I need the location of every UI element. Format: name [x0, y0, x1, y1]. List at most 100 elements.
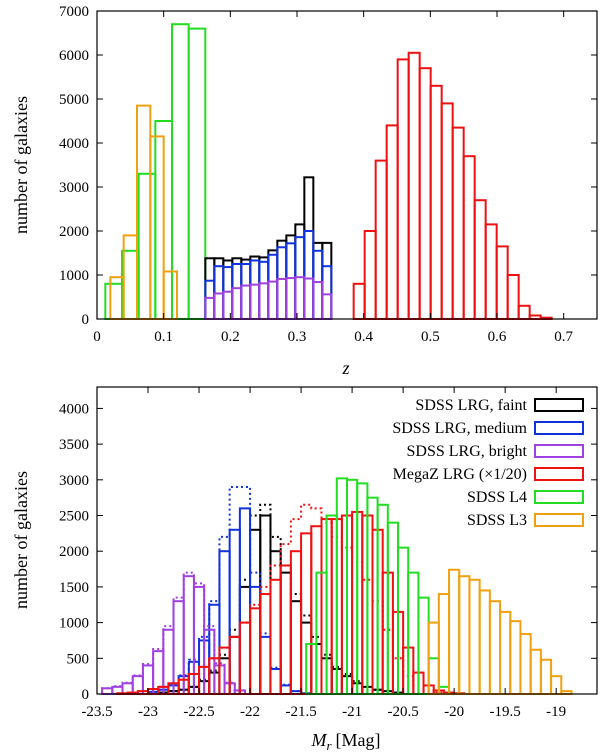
- top-plot-frame: [96, 10, 598, 320]
- mr-bar-megaz-lrg-1-20-17: [289, 550, 303, 695]
- mr-bar-sdss-lrg-medium-11: [259, 635, 272, 696]
- z-bar-megaz-lrg-1-20-13: [495, 245, 509, 320]
- z-bar-sdss-lrg-bright-7: [267, 280, 279, 321]
- z-bar-sdss-lrg-medium-7: [267, 253, 279, 320]
- mr-ytick-label-0: 0: [82, 687, 90, 703]
- z-bar-megaz-lrg-1-20-12: [484, 223, 498, 320]
- z-bar-sdss-lrg-faint-10: [294, 223, 306, 320]
- legend-swatch-megaz-lrg-1-20: [534, 467, 584, 481]
- mr-xtick-label-0: -23.5: [81, 704, 112, 720]
- z-bar-megaz-lrg-1-20-1: [363, 230, 377, 320]
- z-xtick-label-0: 0: [93, 329, 101, 345]
- z-bar-megaz-lrg-1-20-10: [462, 155, 476, 320]
- z-ytick-label-0: 0: [82, 312, 90, 328]
- mr-bar-sdss-l3-9: [519, 633, 532, 695]
- mr-bar-sdss-l3-10: [529, 648, 542, 695]
- z-xtick-label-2: 0.2: [221, 329, 240, 345]
- z-bar-sdss-lrg-faint-1: [213, 257, 225, 320]
- z-bar-sdss-lrg-bright-2: [222, 290, 234, 321]
- magnitude-bars: [101, 477, 573, 696]
- z-bar-sdss-lrg-faint-11: [303, 176, 315, 320]
- mr-xtick-label-8: -19.5: [490, 704, 521, 720]
- mr-dotted-megaz-lrg-1-20: [116, 503, 465, 695]
- z-bar-megaz-lrg-1-20-7: [429, 84, 443, 320]
- mr-bar-sdss-lrg-faint-9: [249, 528, 262, 696]
- z-bar-megaz-lrg-1-20-8: [440, 102, 454, 321]
- mr-bar-sdss-l3-7: [499, 610, 512, 695]
- legend-swatch-sdss-l3: [534, 513, 584, 527]
- legend-swatch-sdss-l4: [534, 490, 584, 504]
- mr-bar-sdss-l3-8: [509, 620, 522, 696]
- z-bar-sdss-lrg-bright-6: [258, 282, 270, 320]
- z-xtick-label-6: 0.6: [488, 329, 507, 345]
- mr-bar-sdss-lrg-medium-12: [269, 668, 282, 696]
- top-axis-ticks: 0 0.1 0.2 0.3 0.4 0.5 0.6 0.7 0 1000 2000 3000 4000 5…: [59, 4, 597, 345]
- legend: SDSS LRG, faint SDSS LRG, medium SDSS LRG,…: [392, 397, 584, 529]
- z-bar-sdss-lrg-medium-9: [285, 242, 297, 321]
- mr-bar-sdss-lrg-medium-13: [279, 684, 292, 695]
- z-bar-sdss-lrg-faint-5: [249, 255, 261, 320]
- bottom-y-axis-label: number of galaxies: [11, 471, 31, 609]
- mr-ytick-label-7: 3500: [59, 437, 89, 453]
- z-xtick-label-4: 0.4: [354, 329, 373, 345]
- z-ytick-label-5: 5000: [59, 92, 89, 108]
- legend-label-sdss-lrg-medium: SDSS LRG, medium: [392, 420, 527, 437]
- mr-xtick-label-9: -19: [546, 704, 566, 720]
- legend-swatch-sdss-lrg-faint: [534, 398, 584, 412]
- z-bar-sdss-lrg-medium-4: [240, 263, 252, 320]
- z-bar-sdss-l3-4: [162, 270, 179, 321]
- z-bar-sdss-l4-4: [171, 23, 190, 320]
- mr-bar-sdss-l3-3: [458, 575, 471, 696]
- mr-xtick-label-3: -22: [240, 704, 260, 720]
- z-ytick-label-6: 6000: [59, 48, 89, 64]
- z-bar-sdss-lrg-faint-4: [240, 258, 252, 321]
- z-xtick-label-1: 0.1: [154, 329, 173, 345]
- legend-label-megaz-lrg-1-20: MegaZ LRG (×1/20): [393, 466, 527, 483]
- z-bar-sdss-l3-3: [149, 135, 165, 320]
- z-bar-sdss-lrg-bright-0: [204, 296, 216, 321]
- mr-xtick-label-6: -20.5: [387, 704, 418, 720]
- redshift-histogram-panel: 0 0.1 0.2 0.3 0.4 0.5 0.6 0.7 0 1000 2000 3000 4000 5…: [11, 4, 598, 378]
- z-bar-megaz-lrg-1-20-4: [396, 58, 410, 321]
- z-bar-megaz-lrg-1-20-6: [418, 67, 432, 320]
- z-bar-sdss-lrg-medium-6: [258, 260, 270, 320]
- mr-bar-sdss-lrg-faint-12: [279, 571, 292, 696]
- mr-ytick-label-2: 1000: [59, 616, 89, 632]
- z-bar-sdss-lrg-medium-5: [249, 259, 261, 321]
- z-ytick-label-7: 7000: [59, 4, 89, 20]
- mr-bar-megaz-lrg-1-20-16: [279, 564, 292, 695]
- z-bar-sdss-lrg-medium-8: [276, 246, 288, 320]
- mr-xtick-label-1: -23: [138, 704, 158, 720]
- z-bar-megaz-lrg-1-20-9: [451, 126, 465, 320]
- legend-swatch-sdss-lrg-medium: [534, 421, 584, 435]
- top-y-axis-label: number of galaxies: [11, 96, 31, 234]
- redshift-bars: [104, 23, 553, 321]
- z-bar-sdss-l3-1: [122, 234, 138, 320]
- z-bar-megaz-lrg-1-20-15: [517, 304, 531, 320]
- z-bar-megaz-lrg-1-20-5: [407, 51, 421, 321]
- z-ytick-label-2: 2000: [59, 224, 89, 240]
- mr-ytick-label-5: 2500: [59, 509, 89, 525]
- z-bar-megaz-lrg-1-20-0: [352, 282, 366, 320]
- x-label-unit: [Mag]: [336, 730, 381, 750]
- z-xtick-label-3: 0.3: [288, 329, 307, 345]
- mr-bar-sdss-l3-11: [539, 658, 553, 695]
- z-bar-sdss-lrg-bright-5: [249, 283, 261, 320]
- mr-bar-megaz-lrg-1-20-12: [238, 621, 252, 696]
- z-bar-sdss-lrg-bright-11: [303, 277, 315, 320]
- bottom-x-axis-label: Mr [Mag]: [310, 730, 380, 753]
- mr-bar-sdss-lrg-faint-8: [238, 585, 252, 696]
- z-ytick-label-3: 3000: [59, 180, 89, 196]
- mr-xtick-label-5: -21: [342, 704, 362, 720]
- z-bar-sdss-lrg-faint-7: [267, 249, 279, 320]
- mr-bar-sdss-l3-6: [488, 600, 502, 695]
- mr-ytick-label-1: 500: [67, 651, 90, 667]
- z-bar-sdss-lrg-medium-3: [231, 263, 243, 320]
- z-bar-sdss-lrg-faint-6: [258, 256, 270, 320]
- mr-xtick-label-7: -20: [444, 704, 464, 720]
- z-bar-sdss-lrg-bright-10: [294, 276, 306, 321]
- z-bar-sdss-l4-5: [187, 27, 207, 320]
- bottom-axis-ticks: -23.5 -23 -22.5 -22 -21.5 -21 -20.5 -20 -19.5 -19…: [59, 387, 597, 720]
- mr-bar-sdss-l3-2: [448, 568, 461, 695]
- mr-ytick-label-6: 3000: [59, 473, 89, 489]
